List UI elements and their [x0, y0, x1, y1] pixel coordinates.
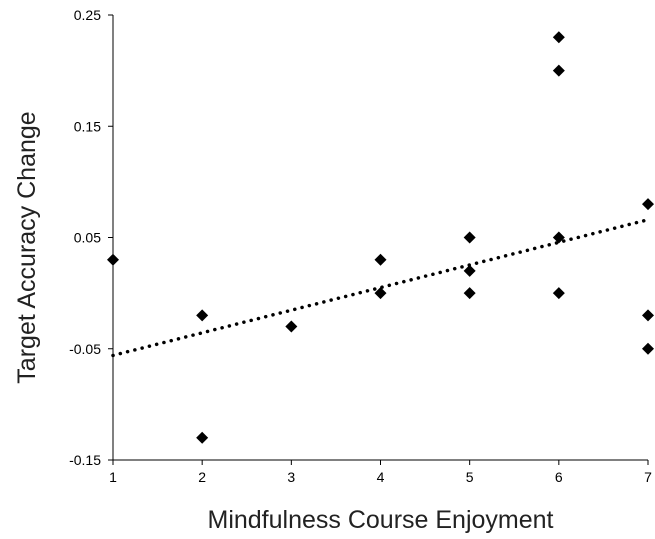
data-point [552, 287, 565, 300]
y-tick-label: 0.15 [74, 118, 101, 134]
data-point [552, 31, 565, 44]
y-axis-title: Target Accuracy Change [13, 111, 41, 383]
data-point [552, 64, 565, 77]
x-axis-title: Mindfulness Course Enjoyment [208, 506, 554, 534]
y-tick-label: -0.15 [69, 452, 101, 468]
data-point [642, 198, 654, 211]
data-point [463, 231, 476, 244]
x-tick-label: 7 [644, 469, 652, 485]
data-point [196, 309, 209, 322]
data-point [642, 309, 654, 322]
y-tick-label: 0.05 [74, 230, 101, 246]
x-tick-label: 2 [198, 469, 206, 485]
data-point [107, 253, 119, 266]
data-point [552, 231, 565, 244]
data-point [374, 287, 387, 300]
x-tick-label: 4 [377, 469, 385, 485]
x-tick-label: 3 [287, 469, 295, 485]
data-point [642, 342, 654, 355]
data-point [196, 431, 209, 444]
x-tick-label: 5 [466, 469, 474, 485]
data-point [285, 320, 298, 333]
tick-marks [108, 14, 649, 465]
tick-labels: 0.25 0.15 0.05 -0.05 -0.15 1 2 3 4 5 6 7 [69, 7, 652, 485]
x-tick-label: 1 [109, 469, 117, 485]
y-tick-label: -0.05 [69, 341, 101, 357]
axes [112, 15, 648, 461]
data-point [463, 287, 476, 300]
x-tick-label: 6 [555, 469, 563, 485]
data-points [107, 31, 654, 444]
data-point [374, 253, 387, 266]
data-point [463, 264, 476, 277]
y-tick-label: 0.25 [74, 7, 101, 23]
